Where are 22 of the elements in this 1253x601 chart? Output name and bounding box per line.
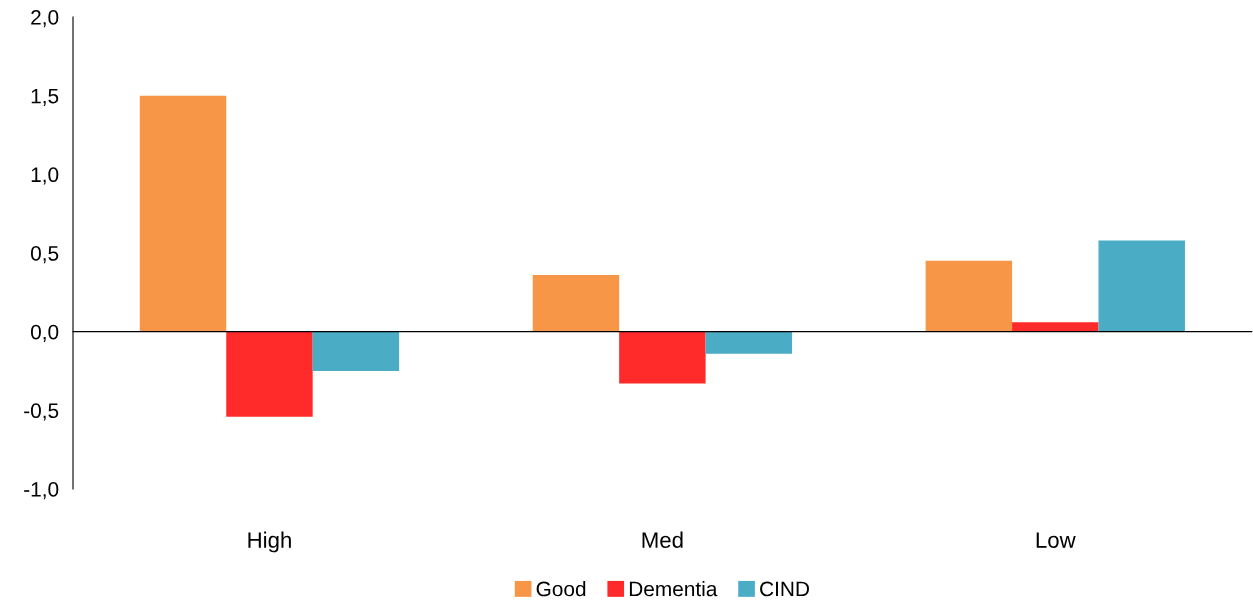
bar (226, 331, 313, 417)
legend-label: Good (536, 581, 586, 597)
bar (619, 331, 706, 384)
legend-label: CIND (760, 581, 809, 597)
y-tick-label: 1,5 (31, 88, 59, 106)
y-tick-label: -1,0 (24, 482, 59, 500)
bar (705, 331, 793, 354)
bar (1012, 322, 1099, 332)
bar (312, 331, 400, 371)
y-tick-label: 1,0 (31, 167, 59, 185)
y-tick-label: 0,0 (30, 324, 59, 342)
x-tick-label: High (248, 531, 291, 553)
legend-label: Dementia (629, 581, 718, 597)
bar (139, 95, 227, 332)
bar (925, 260, 1013, 332)
y-tick-label: 0,5 (30, 246, 59, 264)
y-tick-label: 2,0 (31, 10, 59, 28)
y-tick-label: -0,5 (24, 403, 59, 421)
x-tick-label: Low (1036, 532, 1076, 548)
bar (1098, 240, 1185, 332)
bar (532, 275, 620, 332)
x-tick-label: Med (642, 531, 683, 548)
